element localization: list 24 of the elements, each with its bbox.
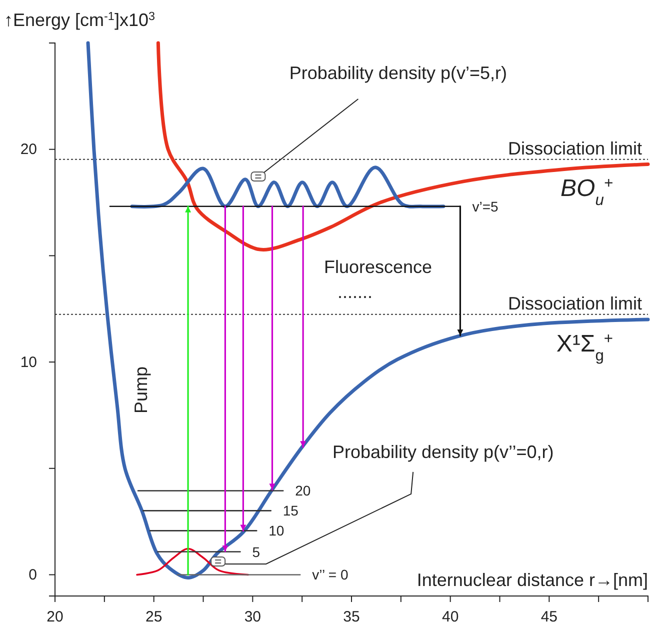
x-tick-label: 20 <box>46 608 64 626</box>
annotation: Fluorescence <box>324 257 432 277</box>
series-label: 10 <box>268 522 284 539</box>
x-tick-label: 35 <box>343 608 360 626</box>
ref-line-label: Dissociation limit <box>508 293 642 314</box>
annotation: ....... <box>337 282 373 302</box>
y-tick-label: 0 <box>28 566 37 584</box>
annotation: Probability density p(v’’=0,r) <box>332 442 554 462</box>
x-tick-label: 45 <box>540 608 558 626</box>
x-tick-label: 30 <box>244 608 262 626</box>
series-label: v’=5 <box>472 198 499 214</box>
y-axis-title: ↑Energy [cm$^{-1}$]x10$^{3}$ <box>4 10 155 30</box>
annotation: Probability density p(v’=5,r) <box>289 62 507 83</box>
series-label: 20 <box>295 482 311 499</box>
y-tick-label: 10 <box>20 354 37 371</box>
x-axis-title: Internuclear distance r→[nm] <box>416 570 648 590</box>
series-label: 5 <box>252 544 260 560</box>
series-label: v’’ = 0 <box>312 566 349 583</box>
annotation: Pump <box>131 366 151 414</box>
x-tick-label: 40 <box>442 608 459 626</box>
y-tick-label: 20 <box>20 141 37 158</box>
ref-line-label: Dissociation limit <box>508 138 642 158</box>
series-label: 15 <box>282 502 299 519</box>
x-tick-label: 25 <box>145 608 162 626</box>
